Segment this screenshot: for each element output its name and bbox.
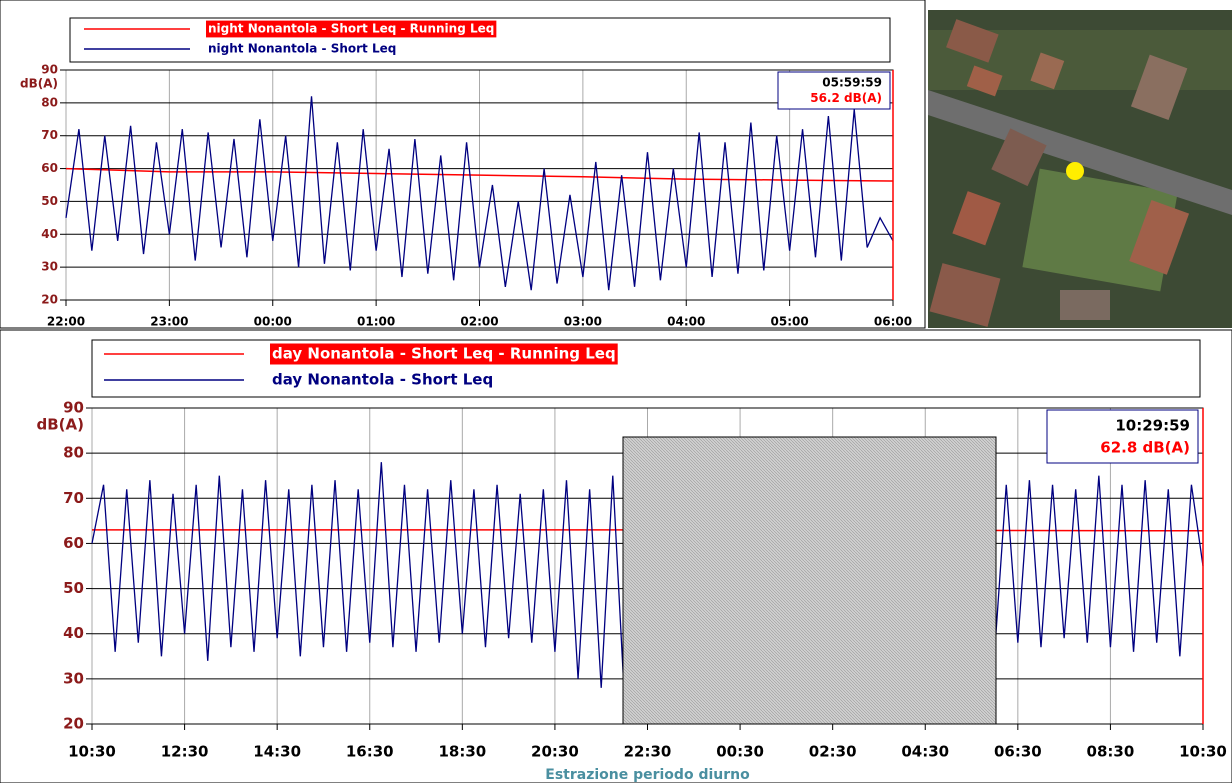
y-tick-label: 30 (41, 260, 58, 274)
y-tick-label: 40 (63, 624, 84, 642)
day-legend-box (92, 340, 1200, 397)
y-tick-label: 30 (63, 669, 84, 687)
x-tick-label: 04:30 (901, 743, 949, 761)
y-axis-label: dB(A) (37, 416, 85, 434)
chart-0 (60, 70, 893, 306)
x-tick-label: 03:00 (564, 315, 602, 329)
cursor-time: 10:29:59 (1115, 416, 1190, 434)
y-tick-label: 80 (63, 444, 84, 462)
y-tick-label: 90 (41, 63, 58, 77)
cursor-time: 05:59:59 (822, 76, 882, 90)
x-tick-label: 02:30 (809, 743, 857, 761)
y-tick-label: 50 (63, 579, 84, 597)
screen: 22:00 23:00 00:00 01:00 02:00 03:00 04:00 05:00… (0, 0, 1232, 783)
x-tick-label: 10:30 (1179, 743, 1227, 761)
legend-label: night Nonantola - Short Leq (208, 42, 396, 56)
y-tick-label: 80 (41, 95, 58, 109)
x-tick-label: 23:00 (150, 315, 188, 329)
x-tick-label: 00:00 (254, 315, 292, 329)
y-tick-label: 40 (41, 227, 58, 241)
cursor-level: 62.8 dB(A) (1100, 439, 1190, 457)
x-axis-label: Estrazione periodo diurno (545, 767, 750, 783)
y-tick-label: 20 (63, 715, 84, 733)
y-tick-label: 50 (41, 194, 58, 208)
y-tick-label: 70 (41, 128, 58, 142)
selection-region (623, 437, 996, 724)
charts: 22:00 23:00 00:00 01:00 02:00 03:00 04:00 05:00… (0, 0, 1232, 783)
y-tick-label: 90 (63, 399, 84, 417)
x-tick-label: 12:30 (161, 743, 209, 761)
y-tick-label: 60 (41, 161, 58, 175)
cursor-level: 56.2 dB(A) (810, 91, 882, 105)
x-tick-label: 00:30 (716, 743, 764, 761)
x-tick-label: 04:00 (667, 315, 705, 329)
x-tick-label: 10:30 (68, 743, 116, 761)
y-tick-label: 20 (41, 293, 58, 307)
y-tick-label: 70 (63, 489, 84, 507)
legend-label: day Nonantola - Short Leq (272, 371, 493, 389)
x-tick-label: 02:00 (460, 315, 498, 329)
x-tick-label: 16:30 (346, 743, 394, 761)
legend-label: night Nonantola - Short Leq - Running Le… (208, 22, 494, 36)
x-tick-label: 14:30 (253, 743, 301, 761)
x-tick-label: 06:00 (874, 315, 912, 329)
x-tick-label: 20:30 (531, 743, 579, 761)
x-tick-label: 22:30 (624, 743, 672, 761)
y-tick-label: 60 (63, 534, 84, 552)
x-tick-label: 18:30 (438, 743, 486, 761)
x-tick-label: 05:00 (771, 315, 809, 329)
y-axis-label: dB(A) (20, 77, 58, 91)
x-tick-label: 06:30 (994, 743, 1042, 761)
satellite-image (928, 10, 1232, 328)
legend-label: day Nonantola - Short Leq - Running Leq (272, 345, 616, 363)
x-tick-label: 01:00 (357, 315, 395, 329)
x-tick-label: 08:30 (1087, 743, 1135, 761)
x-tick-label: 22:00 (47, 315, 85, 329)
